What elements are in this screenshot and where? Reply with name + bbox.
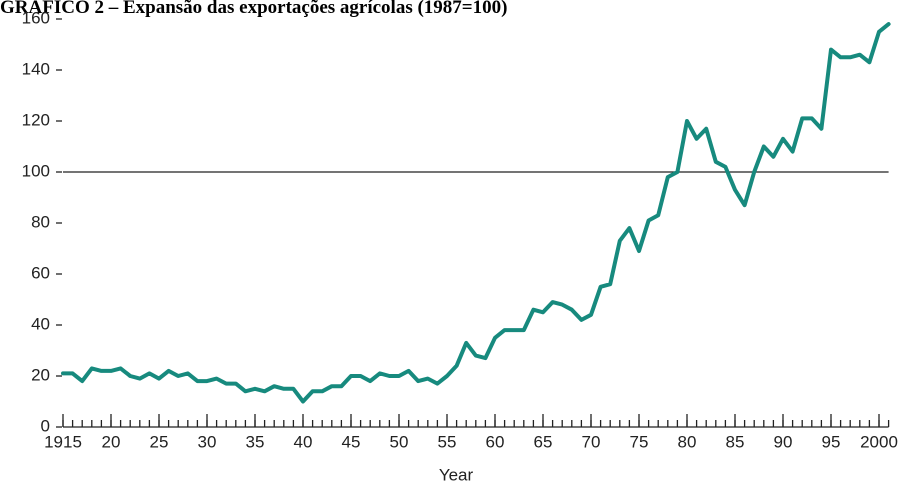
y-tick-label: 20	[31, 365, 50, 384]
x-tick-label: 65	[534, 432, 553, 451]
x-tick-label: 60	[486, 432, 505, 451]
x-tick-label: 20	[102, 432, 121, 451]
y-tick-label: 140	[22, 59, 50, 78]
x-tick-label: 30	[198, 432, 217, 451]
y-tick-label: 40	[31, 314, 50, 333]
y-tick-label: 60	[31, 263, 50, 282]
x-tick-label: 75	[630, 432, 649, 451]
x-tick-label: 2000	[860, 432, 898, 451]
x-tick-label: 1915	[44, 432, 82, 451]
y-tick-label: 0	[41, 416, 50, 435]
y-tick-label: 120	[22, 110, 50, 129]
x-tick-label: 95	[822, 432, 841, 451]
x-tick-label: 55	[438, 432, 457, 451]
chart-title: GRÁFICO 2 – Expansão das exportações agr…	[0, 0, 507, 18]
x-tick-label: 25	[150, 432, 169, 451]
y-tick-label: 100	[22, 161, 50, 180]
x-tick-label: 80	[678, 432, 697, 451]
x-tick-label: 70	[582, 432, 601, 451]
x-tick-label: 45	[342, 432, 361, 451]
data-line	[61, 22, 891, 404]
x-tick-label: 90	[774, 432, 793, 451]
x-tick-label: 35	[246, 432, 265, 451]
y-tick-label: 80	[31, 212, 50, 231]
x-tick-label: 85	[726, 432, 745, 451]
x-tick-label: 50	[390, 432, 409, 451]
x-tick-label: 40	[294, 432, 313, 451]
y-tick-label: 160	[22, 8, 50, 27]
x-axis-label: Year	[439, 465, 474, 484]
